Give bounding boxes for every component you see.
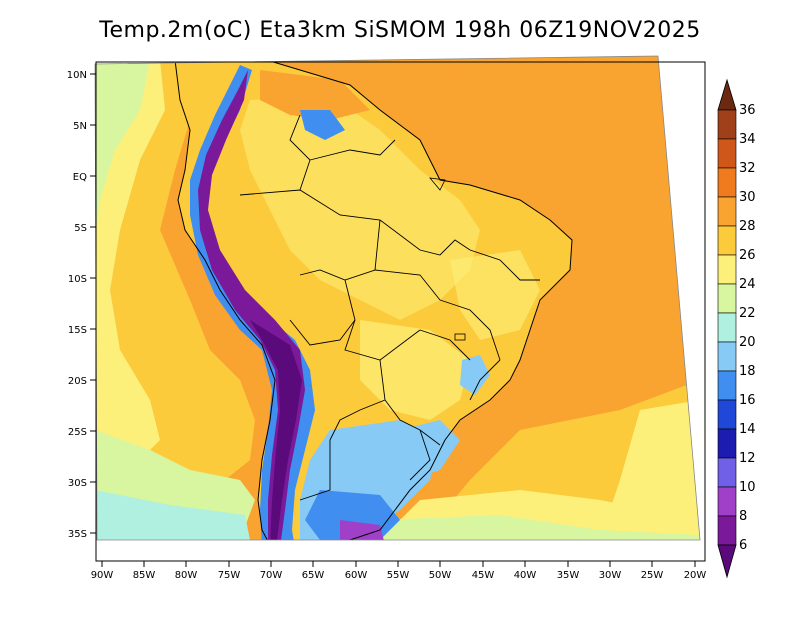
- colorbar-segment: [717, 312, 737, 343]
- colorbar-label: 36: [739, 103, 756, 118]
- lon-label: 20W: [684, 570, 707, 581]
- atlantic-south-cooler: [360, 515, 700, 540]
- colorbar-label: 30: [739, 190, 756, 205]
- lon-label: 65W: [302, 570, 325, 581]
- map-title: Temp.2m(oC) Eta3km SiSMOM 198h 06Z19NOV2…: [99, 18, 701, 43]
- lon-axis: 90W 85W 80W 75W 70W 65W 60W 55W 50W 45W …: [91, 561, 707, 581]
- colorbar-segment: [717, 167, 737, 198]
- pacific-cooler-band: [95, 60, 165, 500]
- colorbar-segment: [717, 109, 737, 140]
- north-atlantic-warm: [350, 60, 660, 150]
- lat-label: 20S: [68, 376, 87, 387]
- colorbar-segment: [717, 370, 737, 401]
- lat-label: 35S: [68, 529, 87, 540]
- land-central-variation: [360, 320, 470, 420]
- colorbar-label: 20: [739, 335, 756, 350]
- lake-marker: [454, 333, 466, 341]
- colorbar-label: 6: [739, 538, 747, 553]
- colorbar-segment: [717, 254, 737, 285]
- temperature-field: [95, 56, 700, 540]
- colorbar-label: 12: [739, 451, 756, 466]
- colorbar-segment: [717, 196, 737, 227]
- lon-label: 55W: [387, 570, 410, 581]
- southeast-cool-region: [400, 420, 460, 480]
- lon-label: 50W: [429, 570, 452, 581]
- colorbar-label: 24: [739, 277, 756, 292]
- colorbar-label: 34: [739, 132, 756, 147]
- lon-label: 90W: [91, 570, 114, 581]
- lat-label: 10N: [67, 70, 87, 81]
- lat-label: 5S: [74, 223, 87, 234]
- lon-label: 75W: [218, 570, 241, 581]
- colorbar-label: 18: [739, 364, 756, 379]
- coastline: [174, 57, 573, 540]
- colorbar: 36 34 32 30 28 26 24 22 20 18 16 14 12 1…: [717, 78, 756, 579]
- colorbar-segment: [717, 138, 737, 169]
- colorbar-segment: [717, 428, 737, 459]
- plot-frame: [95, 61, 706, 562]
- lon-label: 25W: [641, 570, 664, 581]
- lat-label: 25S: [68, 427, 87, 438]
- colorbar-segment: [717, 283, 737, 314]
- lat-label: 15S: [68, 325, 87, 336]
- colorbar-top-arrow: [717, 78, 737, 111]
- lat-label: 10S: [68, 274, 87, 285]
- colorbar-segment: [717, 399, 737, 430]
- pacific-coastal-cool: [95, 60, 150, 240]
- patagonia-cold-region: [340, 520, 385, 540]
- colorbar-label: 10: [739, 480, 756, 495]
- lon-label: 70W: [260, 570, 283, 581]
- colorbar-label: 22: [739, 306, 756, 321]
- colorbar-label: 28: [739, 219, 756, 234]
- andes-coldest-core: [250, 320, 302, 540]
- lon-label: 30W: [599, 570, 622, 581]
- colorbar-segment: [717, 225, 737, 256]
- colorbar-bottom-arrow: [717, 544, 737, 579]
- lon-label: 80W: [175, 570, 198, 581]
- land-northeast-variation: [450, 250, 540, 340]
- colorbar-label: 8: [739, 509, 747, 524]
- colorbar-label: 14: [739, 422, 756, 437]
- colorbar-label: 16: [739, 393, 756, 408]
- lon-label: 60W: [345, 570, 368, 581]
- colorbar-segment: [717, 486, 737, 517]
- lon-label: 85W: [133, 570, 156, 581]
- marajo-island: [429, 177, 446, 191]
- southwest-colder-band: [95, 490, 250, 540]
- colorbar-segment: [717, 515, 737, 546]
- colorbar-label: 26: [739, 248, 756, 263]
- minas-highland-cool: [460, 355, 490, 395]
- lon-label: 35W: [557, 570, 580, 581]
- lat-label: 30S: [68, 478, 87, 489]
- colorbar-label: 32: [739, 161, 756, 176]
- country-borders: [239, 114, 540, 501]
- colorbar-segment: [717, 341, 737, 372]
- lon-label: 45W: [472, 570, 495, 581]
- guiana-highland-cool: [300, 110, 345, 140]
- land-interior-variation: [240, 95, 480, 320]
- lon-label: 40W: [514, 570, 537, 581]
- lat-axis: 10N 5N EQ 5S 10S 15S 20S 25S 30S 35S: [67, 70, 96, 540]
- lat-label: EQ: [73, 172, 87, 183]
- lat-label: 5N: [73, 121, 87, 132]
- colorbar-segment: [717, 457, 737, 488]
